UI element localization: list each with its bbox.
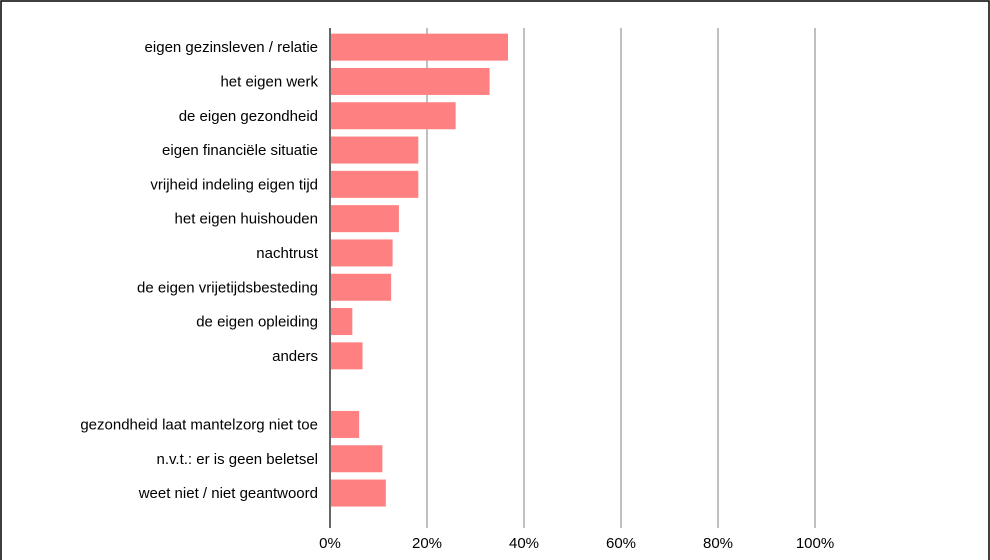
bar (331, 33, 509, 61)
category-label: gezondheid laat mantelzorg niet toe (80, 416, 318, 433)
category-label: de eigen vrijetijdsbesteding (137, 279, 318, 296)
x-tick-label: 60% (606, 535, 636, 552)
category-label: de eigen gezondheid (179, 108, 318, 125)
bar (331, 136, 419, 164)
x-tick-label: 40% (509, 535, 539, 552)
x-tick-label: 20% (412, 535, 442, 552)
bar (331, 273, 392, 301)
x-tick-label: 0% (319, 535, 341, 552)
bar (331, 479, 386, 507)
x-tick-label: 80% (703, 535, 733, 552)
category-label: het eigen huishouden (175, 211, 318, 228)
x-tick-label: 100% (796, 535, 834, 552)
category-label: nachtrust (256, 245, 319, 262)
category-label: n.v.t.: er is geen beletsel (157, 451, 318, 468)
category-label: eigen gezinsleven / relatie (145, 39, 318, 56)
bar (331, 170, 419, 198)
bar (331, 410, 360, 438)
bars (331, 33, 509, 507)
bar (331, 205, 399, 233)
category-label: vrijheid indeling eigen tijd (150, 176, 318, 193)
category-label: de eigen opleiding (196, 314, 318, 331)
category-label: het eigen werk (220, 73, 318, 90)
bar (331, 342, 363, 370)
bar (331, 102, 456, 130)
bar (331, 67, 490, 95)
category-label: eigen financiële situatie (162, 142, 318, 159)
category-label: anders (272, 348, 318, 365)
bar (331, 445, 383, 473)
bar (331, 308, 353, 336)
x-axis-tick-labels: 0% 20% 40% 60% 80% 100% (319, 535, 834, 552)
bar (331, 239, 393, 267)
category-label: weet niet / niet geantwoord (138, 485, 318, 502)
category-labels: eigen gezinsleven / relatie het eigen wer… (80, 39, 319, 502)
